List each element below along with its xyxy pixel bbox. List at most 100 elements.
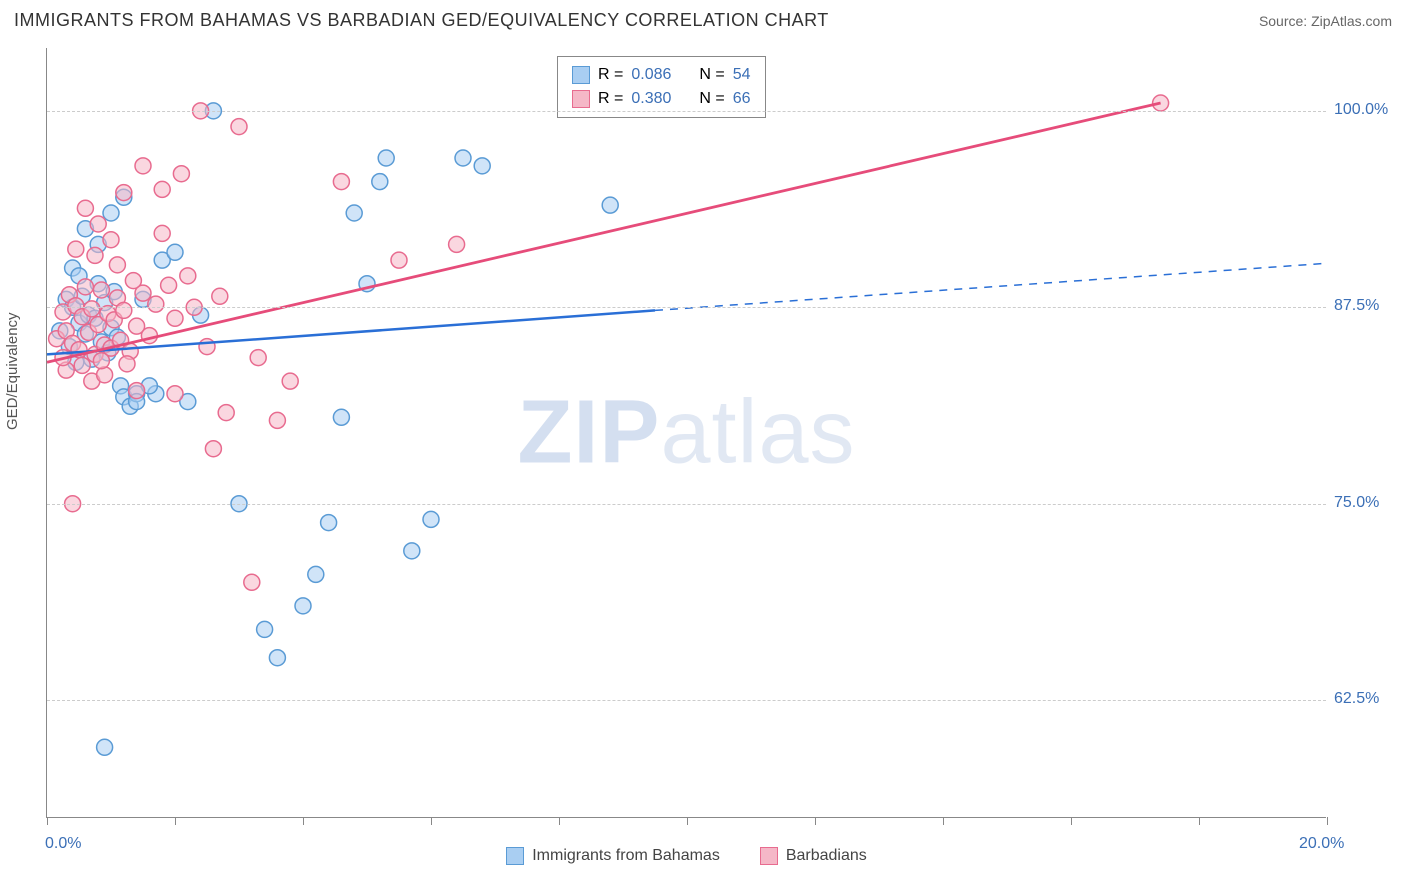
legend-label-1: Immigrants from Bahamas	[532, 847, 720, 864]
series-2-r-value: 0.380	[631, 87, 671, 111]
barbadian-point	[154, 225, 170, 241]
barbadian-point	[231, 119, 247, 135]
x-tick	[1199, 817, 1200, 825]
x-tick	[687, 817, 688, 825]
bahamas-point	[404, 543, 420, 559]
r-label: R =	[598, 87, 623, 111]
series-2-n-value: 66	[733, 87, 751, 111]
legend-swatch-1	[506, 847, 524, 865]
x-tick	[303, 817, 304, 825]
y-tick-label: 87.5%	[1334, 297, 1404, 315]
barbadian-point	[77, 279, 93, 295]
bahamas-point	[97, 739, 113, 755]
bahamas-point	[333, 409, 349, 425]
stats-row-1: R = 0.086 N = 54	[572, 63, 751, 87]
stats-row-2: R = 0.380 N = 66	[572, 87, 751, 111]
chart-container: IMMIGRANTS FROM BAHAMAS VS BARBADIAN GED…	[0, 0, 1406, 892]
barbadian-point	[119, 356, 135, 372]
barbadian-point	[148, 296, 164, 312]
bahamas-point	[346, 205, 362, 221]
bahamas-point	[295, 598, 311, 614]
series-1-r-value: 0.086	[631, 63, 671, 87]
y-tick-label: 75.0%	[1334, 494, 1404, 512]
barbadian-point	[282, 373, 298, 389]
chart-svg	[47, 48, 1327, 818]
header: IMMIGRANTS FROM BAHAMAS VS BARBADIAN GED…	[14, 10, 1392, 31]
barbadian-point	[90, 216, 106, 232]
barbadian-point	[212, 288, 228, 304]
bahamas-point	[602, 197, 618, 213]
barbadian-point	[68, 241, 84, 257]
bahamas-point	[257, 621, 273, 637]
bahamas-point	[167, 244, 183, 260]
trend-line	[47, 103, 1161, 362]
barbadian-point	[84, 301, 100, 317]
y-tick-label: 62.5%	[1334, 690, 1404, 708]
n-label: N =	[699, 63, 724, 87]
barbadian-point	[167, 386, 183, 402]
barbadian-point	[218, 405, 234, 421]
x-tick-label-first: 0.0%	[45, 835, 81, 853]
barbadian-point	[250, 350, 266, 366]
bottom-legend: Immigrants from Bahamas Barbadians	[47, 847, 1326, 865]
barbadian-point	[109, 257, 125, 273]
bahamas-point	[423, 511, 439, 527]
grid-line	[47, 700, 1326, 701]
bahamas-point	[269, 650, 285, 666]
grid-line	[47, 111, 1326, 112]
x-tick	[175, 817, 176, 825]
x-tick	[47, 817, 48, 825]
legend-item-1: Immigrants from Bahamas	[506, 847, 720, 865]
barbadian-point	[199, 339, 215, 355]
barbadian-point	[244, 574, 260, 590]
chart-title: IMMIGRANTS FROM BAHAMAS VS BARBADIAN GED…	[14, 10, 829, 31]
y-tick-label: 100.0%	[1334, 101, 1404, 119]
y-axis-label: GED/Equivalency	[4, 312, 21, 430]
trend-line-extrapolated	[655, 263, 1327, 310]
legend-item-2: Barbadians	[760, 847, 867, 865]
x-tick	[559, 817, 560, 825]
n-label: N =	[699, 87, 724, 111]
barbadian-point	[125, 273, 141, 289]
barbadian-point	[74, 357, 90, 373]
barbadian-point	[93, 282, 109, 298]
x-tick	[943, 817, 944, 825]
legend-swatch-2	[760, 847, 778, 865]
stats-legend-box: R = 0.086 N = 54 R = 0.380 N = 66	[557, 56, 766, 118]
barbadian-point	[391, 252, 407, 268]
x-tick	[1071, 817, 1072, 825]
r-label: R =	[598, 63, 623, 87]
bahamas-point	[103, 205, 119, 221]
bahamas-point	[321, 515, 337, 531]
barbadian-point	[97, 367, 113, 383]
barbadian-point	[154, 181, 170, 197]
bahamas-point	[378, 150, 394, 166]
barbadian-point	[205, 441, 221, 457]
barbadian-point	[87, 247, 103, 263]
barbadian-point	[135, 158, 151, 174]
barbadian-point	[116, 302, 132, 318]
plot-area: ZIPatlas R = 0.086 N = 54 R = 0.380 N = …	[46, 48, 1326, 818]
series-1-swatch	[572, 66, 590, 84]
x-tick	[815, 817, 816, 825]
bahamas-point	[455, 150, 471, 166]
grid-line	[47, 307, 1326, 308]
barbadian-point	[116, 185, 132, 201]
bahamas-point	[308, 566, 324, 582]
barbadian-point	[167, 310, 183, 326]
barbadian-point	[93, 353, 109, 369]
series-2-swatch	[572, 90, 590, 108]
bahamas-point	[372, 174, 388, 190]
grid-line	[47, 504, 1326, 505]
x-tick	[431, 817, 432, 825]
barbadian-point	[333, 174, 349, 190]
barbadian-point	[449, 236, 465, 252]
legend-label-2: Barbadians	[786, 847, 867, 864]
barbadian-point	[180, 268, 196, 284]
barbadian-point	[269, 412, 285, 428]
series-1-n-value: 54	[733, 63, 751, 87]
barbadian-point	[161, 277, 177, 293]
barbadian-point	[103, 232, 119, 248]
source-label: Source: ZipAtlas.com	[1259, 13, 1392, 29]
barbadian-point	[129, 383, 145, 399]
